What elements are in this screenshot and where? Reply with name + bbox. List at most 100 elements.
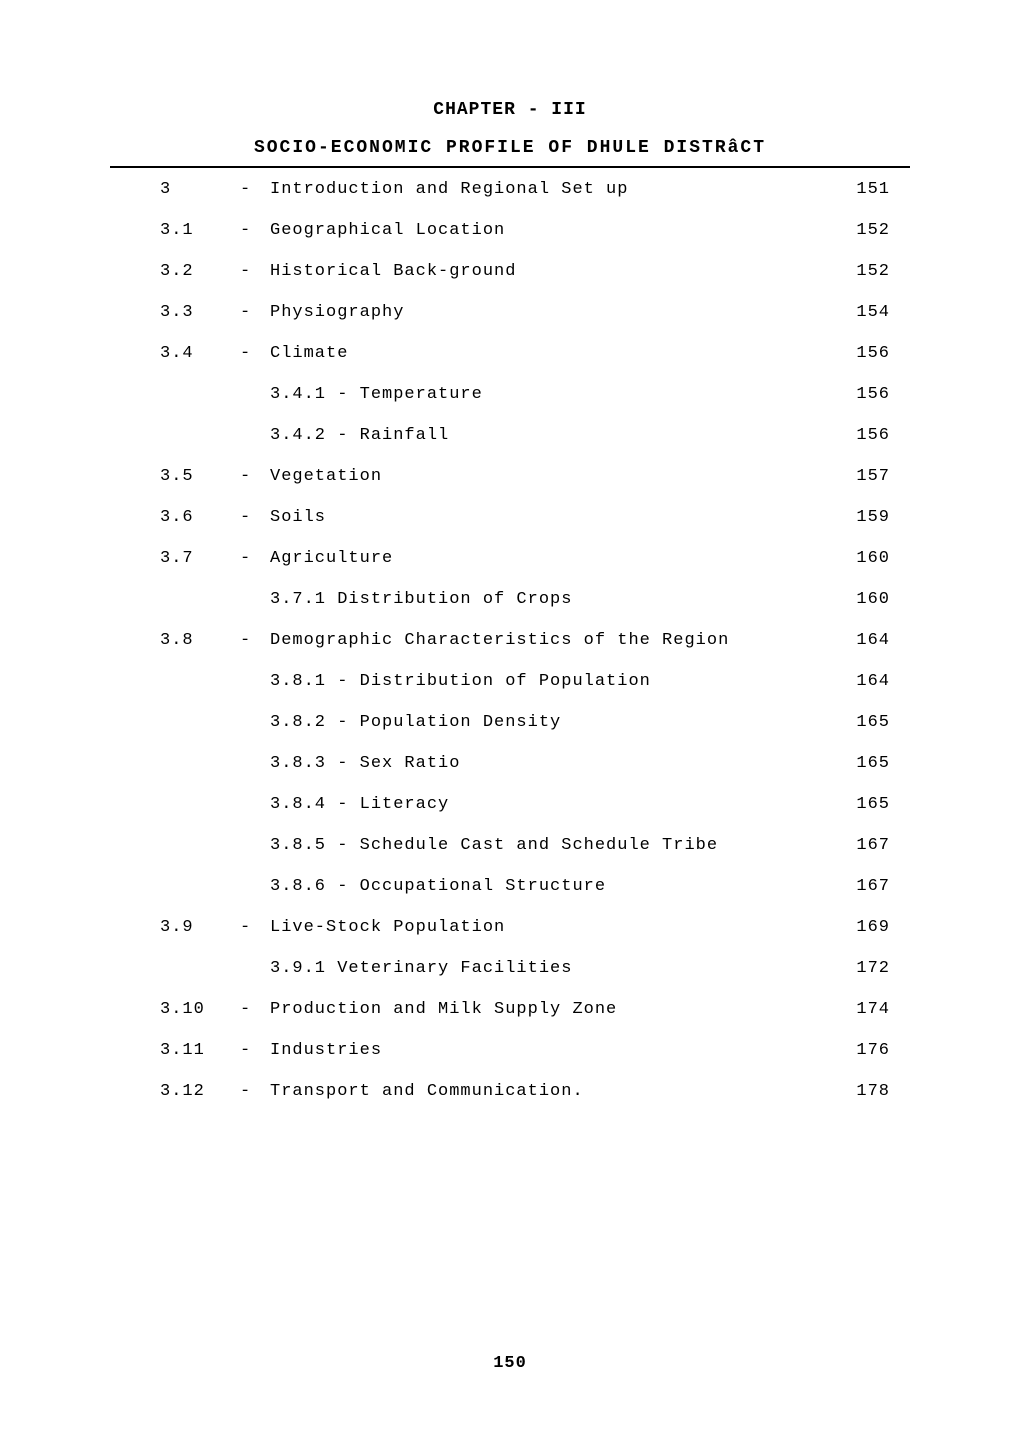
toc-row: 3.8-Demographic Characteristics of the R…	[160, 631, 890, 650]
toc-description: 3.8.3 - Sex Ratio	[270, 754, 830, 773]
toc-separator: -	[240, 262, 270, 281]
page-number: 150	[0, 1354, 1020, 1373]
chapter-subtitle: SOCIO-ECONOMIC PROFILE OF DHULE DISTRâCT	[70, 138, 950, 158]
toc-row: 3.8.2 - Population Density165	[160, 713, 890, 732]
toc-page: 156	[830, 426, 890, 445]
toc-page: 169	[830, 918, 890, 937]
toc-row: 3.8.4 - Literacy165	[160, 795, 890, 814]
toc-row: 3.7.1 Distribution of Crops160	[160, 590, 890, 609]
toc-number: 3.10	[160, 1000, 240, 1019]
toc-row: 3.4.1 - Temperature156	[160, 385, 890, 404]
toc-number: 3	[160, 180, 240, 199]
toc-page: 165	[830, 754, 890, 773]
toc-row: 3.7-Agriculture160	[160, 549, 890, 568]
toc-description: Transport and Communication.	[270, 1082, 830, 1101]
toc-description: 3.8.4 - Literacy	[270, 795, 830, 814]
toc-separator: -	[240, 631, 270, 650]
toc-description: Industries	[270, 1041, 830, 1060]
toc-description: Geographical Location	[270, 221, 830, 240]
toc-number: 3.4	[160, 344, 240, 363]
toc-page: 157	[830, 467, 890, 486]
toc-page: 159	[830, 508, 890, 527]
toc-number: 3.2	[160, 262, 240, 281]
toc-number: 3.8	[160, 631, 240, 650]
toc-description: Agriculture	[270, 549, 830, 568]
toc-separator: -	[240, 549, 270, 568]
toc-description: Production and Milk Supply Zone	[270, 1000, 830, 1019]
toc-number: 3.12	[160, 1082, 240, 1101]
toc-page: 172	[830, 959, 890, 978]
toc-separator: -	[240, 180, 270, 199]
toc-row: 3.10-Production and Milk Supply Zone174	[160, 1000, 890, 1019]
toc-number: 3.3	[160, 303, 240, 322]
toc-description: 3.9.1 Veterinary Facilities	[270, 959, 830, 978]
toc-page: 178	[830, 1082, 890, 1101]
toc-row: 3.6-Soils159	[160, 508, 890, 527]
toc-description: Historical Back-ground	[270, 262, 830, 281]
toc-row: 3.1-Geographical Location152	[160, 221, 890, 240]
toc-description: 3.7.1 Distribution of Crops	[270, 590, 830, 609]
toc-row: 3.4.2 - Rainfall156	[160, 426, 890, 445]
toc-row: 3.2-Historical Back-ground152	[160, 262, 890, 281]
toc-page: 164	[830, 672, 890, 691]
toc-description: 3.4.2 - Rainfall	[270, 426, 830, 445]
toc-description: Climate	[270, 344, 830, 363]
toc-number: 3.6	[160, 508, 240, 527]
toc-page: 165	[830, 795, 890, 814]
toc-separator: -	[240, 918, 270, 937]
divider-line	[110, 166, 910, 168]
toc-description: Vegetation	[270, 467, 830, 486]
toc-separator: -	[240, 303, 270, 322]
toc-page: 152	[830, 221, 890, 240]
toc-number: 3.7	[160, 549, 240, 568]
toc-row: 3.8.1 - Distribution of Population164	[160, 672, 890, 691]
toc-page: 160	[830, 549, 890, 568]
toc-number: 3.9	[160, 918, 240, 937]
toc-row: 3.8.6 - Occupational Structure167	[160, 877, 890, 896]
toc-page: 167	[830, 836, 890, 855]
toc-page: 156	[830, 385, 890, 404]
toc-row: 3.5-Vegetation157	[160, 467, 890, 486]
toc-container: 3-Introduction and Regional Set up1513.1…	[70, 180, 950, 1101]
toc-number: 3.1	[160, 221, 240, 240]
toc-number: 3.11	[160, 1041, 240, 1060]
chapter-title: CHAPTER - III	[70, 100, 950, 120]
toc-description: Soils	[270, 508, 830, 527]
toc-page: 167	[830, 877, 890, 896]
toc-description: 3.8.5 - Schedule Cast and Schedule Tribe	[270, 836, 830, 855]
toc-row: 3.11-Industries176	[160, 1041, 890, 1060]
toc-separator: -	[240, 508, 270, 527]
toc-row: 3.4-Climate156	[160, 344, 890, 363]
toc-description: 3.8.6 - Occupational Structure	[270, 877, 830, 896]
toc-row: 3.9.1 Veterinary Facilities172	[160, 959, 890, 978]
toc-page: 165	[830, 713, 890, 732]
toc-row: 3.9-Live-Stock Population169	[160, 918, 890, 937]
toc-separator: -	[240, 1000, 270, 1019]
toc-page: 156	[830, 344, 890, 363]
toc-page: 174	[830, 1000, 890, 1019]
toc-page: 176	[830, 1041, 890, 1060]
toc-row: 3.12-Transport and Communication.178	[160, 1082, 890, 1101]
toc-separator: -	[240, 1082, 270, 1101]
toc-number: 3.5	[160, 467, 240, 486]
toc-description: Demographic Characteristics of the Regio…	[270, 631, 830, 650]
toc-row: 3.8.3 - Sex Ratio165	[160, 754, 890, 773]
toc-description: Introduction and Regional Set up	[270, 180, 830, 199]
toc-page: 164	[830, 631, 890, 650]
toc-page: 154	[830, 303, 890, 322]
toc-row: 3.8.5 - Schedule Cast and Schedule Tribe…	[160, 836, 890, 855]
toc-row: 3-Introduction and Regional Set up151	[160, 180, 890, 199]
toc-description: 3.4.1 - Temperature	[270, 385, 830, 404]
toc-description: 3.8.1 - Distribution of Population	[270, 672, 830, 691]
toc-description: Live-Stock Population	[270, 918, 830, 937]
toc-separator: -	[240, 344, 270, 363]
toc-page: 160	[830, 590, 890, 609]
toc-separator: -	[240, 467, 270, 486]
toc-description: Physiography	[270, 303, 830, 322]
toc-page: 151	[830, 180, 890, 199]
toc-separator: -	[240, 1041, 270, 1060]
toc-description: 3.8.2 - Population Density	[270, 713, 830, 732]
toc-separator: -	[240, 221, 270, 240]
toc-page: 152	[830, 262, 890, 281]
toc-row: 3.3-Physiography154	[160, 303, 890, 322]
